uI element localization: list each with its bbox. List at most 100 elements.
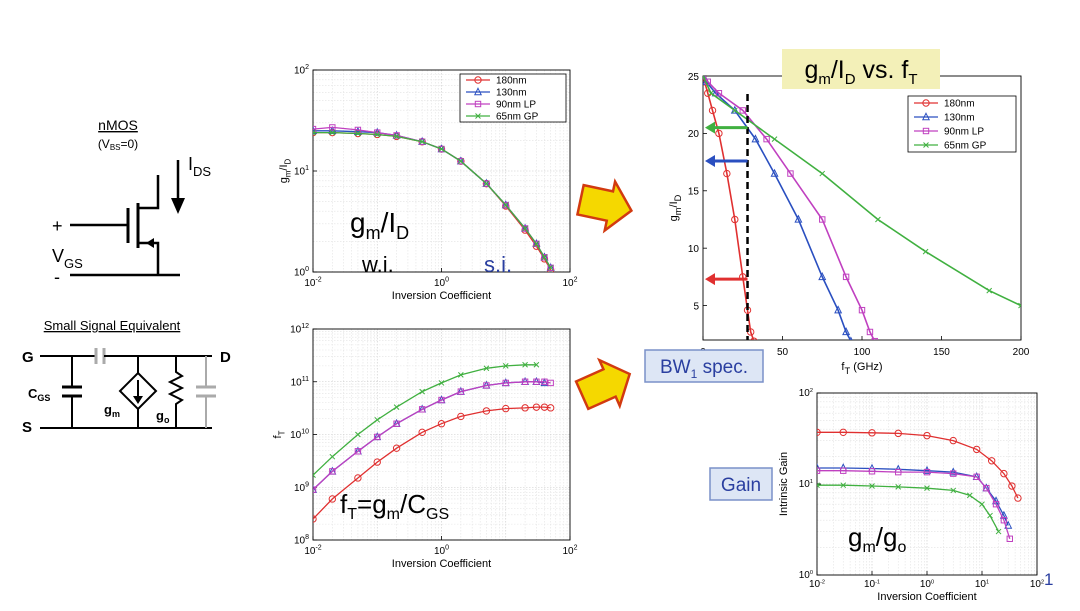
data-point — [457, 158, 465, 165]
data-point — [731, 107, 738, 114]
series-line — [703, 76, 876, 340]
data-point — [329, 453, 336, 460]
data-point — [521, 378, 529, 385]
series-180nm — [817, 428, 1022, 502]
data-point — [763, 135, 770, 143]
data-point — [858, 306, 866, 314]
data-point — [374, 416, 381, 423]
arrow-to-gmid-ft-icon — [575, 178, 634, 234]
plot-frame — [312, 328, 571, 541]
data-point — [842, 327, 851, 336]
data-point — [522, 225, 528, 232]
gm-arrow-icon — [133, 396, 143, 404]
x-axis-label: Inversion Coefficient — [392, 558, 491, 570]
y-tick-label: 20 — [688, 129, 700, 140]
series-line — [313, 381, 551, 491]
weak-inversion-label: w.i. — [361, 252, 394, 277]
ft-annotation: fT=gm/CGS — [340, 489, 449, 523]
data-point — [1008, 482, 1016, 490]
x-axis-label: Inversion Coefficient — [392, 290, 491, 302]
data-point — [438, 146, 445, 152]
data-point — [502, 363, 509, 369]
y-tick-label: 1010 — [290, 429, 309, 442]
data-point — [771, 136, 778, 142]
legend-label: 90nm LP — [496, 100, 536, 111]
x-tick-label: 10-2 — [809, 579, 825, 590]
x-tick-label: 10-1 — [864, 579, 880, 590]
x-axis-label: fT (GHz) — [841, 361, 882, 376]
legend-label: 130nm — [496, 88, 527, 99]
spec-arrow-icon — [705, 154, 748, 167]
data-point — [708, 90, 714, 97]
data-point — [502, 201, 509, 209]
data-point — [354, 474, 362, 482]
data-point — [328, 495, 337, 503]
data-point — [502, 202, 509, 208]
legend-marker — [923, 142, 929, 148]
source-wire — [138, 241, 160, 275]
data-point — [437, 420, 446, 428]
legend-marker — [475, 113, 481, 119]
series-line — [313, 406, 551, 520]
data-point — [895, 468, 902, 476]
data-point — [354, 126, 362, 134]
data-point — [313, 515, 317, 523]
x-tick-label: 100 — [920, 579, 934, 590]
data-point — [522, 361, 528, 368]
data-point — [355, 130, 361, 137]
chart-gmid-vs-ft: 050100150200510152025180nm130nm90nm LP65… — [668, 72, 1030, 376]
data-point — [894, 429, 902, 438]
y-tick-label: 100 — [294, 266, 309, 279]
data-point — [817, 467, 821, 474]
series-90nm-lp — [313, 378, 554, 493]
x-tick-label: 150 — [933, 347, 950, 358]
x-axis-label: Inversion Coefficient — [877, 591, 976, 603]
axis-ticks: 050100150200510152025 — [688, 72, 1030, 358]
gmid-annotation: gm/ID — [350, 207, 409, 243]
data-point — [840, 467, 847, 474]
data-point — [329, 124, 336, 131]
legend-label: 65nm GP — [496, 112, 539, 123]
minus-sign: - — [54, 267, 60, 287]
x-tick-label: 102 — [1030, 579, 1044, 590]
data-point — [703, 76, 707, 80]
data-point — [950, 470, 957, 477]
y-tick-label: 25 — [688, 72, 700, 83]
series-90nm-lp — [817, 467, 1013, 542]
plot-frame — [816, 392, 1038, 576]
data-point — [1006, 535, 1013, 542]
source-arrow — [146, 238, 154, 248]
gm-label: gm — [104, 402, 120, 419]
data-point — [355, 431, 361, 438]
data-point — [708, 106, 717, 115]
data-point — [547, 264, 554, 272]
data-point — [1000, 517, 1008, 524]
legend-marker — [922, 127, 930, 135]
data-point — [868, 429, 876, 437]
data-point — [875, 216, 881, 223]
data-point — [787, 170, 794, 177]
legend-label: 65nm GP — [944, 141, 987, 152]
data-point — [438, 145, 445, 153]
g-node-label: G — [22, 349, 34, 366]
s-node-label: S — [22, 419, 32, 436]
data-point — [979, 501, 985, 508]
data-point — [483, 382, 490, 389]
spec-arrow-icon — [705, 273, 748, 286]
data-point — [794, 214, 803, 223]
data-point — [393, 132, 400, 139]
y-tick-label: 100 — [799, 570, 813, 581]
data-point — [839, 428, 847, 436]
chart-gain-vs-ic: 10-2 10-1 100 101 102 100 101 102 Inversion Coef… — [778, 388, 1044, 603]
data-point — [418, 406, 426, 413]
data-point — [374, 129, 381, 136]
data-point — [923, 431, 931, 440]
x-tick-label: 10-2 — [304, 277, 321, 290]
legend-marker — [921, 112, 931, 121]
data-point — [457, 388, 465, 395]
data-point — [992, 500, 1000, 508]
